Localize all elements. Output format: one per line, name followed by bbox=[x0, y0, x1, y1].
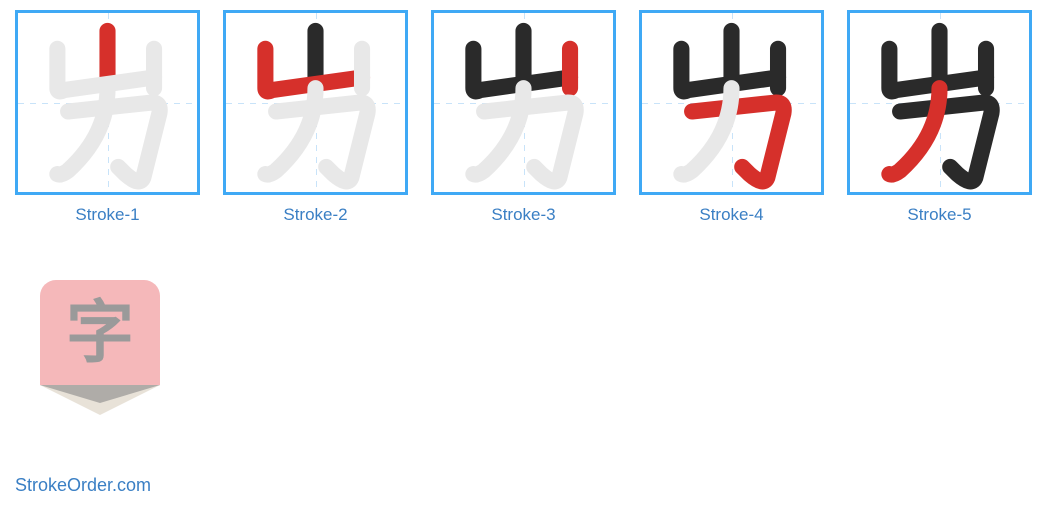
stroke-label-1: Stroke-1 bbox=[75, 205, 139, 225]
glyph-svg-1 bbox=[18, 13, 197, 192]
logo-background: 字 bbox=[40, 280, 160, 385]
watermark-text: StrokeOrder.com bbox=[15, 475, 151, 496]
stroke-box-1 bbox=[15, 10, 200, 195]
glyph-svg-4 bbox=[642, 13, 821, 192]
stroke-item-3: Stroke-3 bbox=[431, 10, 616, 225]
stroke-item-4: Stroke-4 bbox=[639, 10, 824, 225]
stroke-label-5: Stroke-5 bbox=[907, 205, 971, 225]
site-logo: 字 bbox=[40, 280, 160, 430]
stroke-row: Stroke-1 Stroke-2 Stroke-3 Stroke-4 Stro… bbox=[15, 10, 1035, 225]
stroke-label-4: Stroke-4 bbox=[699, 205, 763, 225]
glyph-svg-3 bbox=[434, 13, 613, 192]
stroke-item-1: Stroke-1 bbox=[15, 10, 200, 225]
stroke-label-2: Stroke-2 bbox=[283, 205, 347, 225]
stroke-box-2 bbox=[223, 10, 408, 195]
stroke-item-2: Stroke-2 bbox=[223, 10, 408, 225]
stroke-box-3 bbox=[431, 10, 616, 195]
stroke-box-4 bbox=[639, 10, 824, 195]
stroke-label-3: Stroke-3 bbox=[491, 205, 555, 225]
logo-row: 字 bbox=[40, 280, 1035, 430]
stroke-item-5: Stroke-5 bbox=[847, 10, 1032, 225]
glyph-svg-2 bbox=[226, 13, 405, 192]
stroke-box-5 bbox=[847, 10, 1032, 195]
glyph-svg-5 bbox=[850, 13, 1029, 192]
logo-pencil-tip-icon bbox=[40, 385, 160, 415]
logo-character: 字 bbox=[66, 299, 134, 367]
